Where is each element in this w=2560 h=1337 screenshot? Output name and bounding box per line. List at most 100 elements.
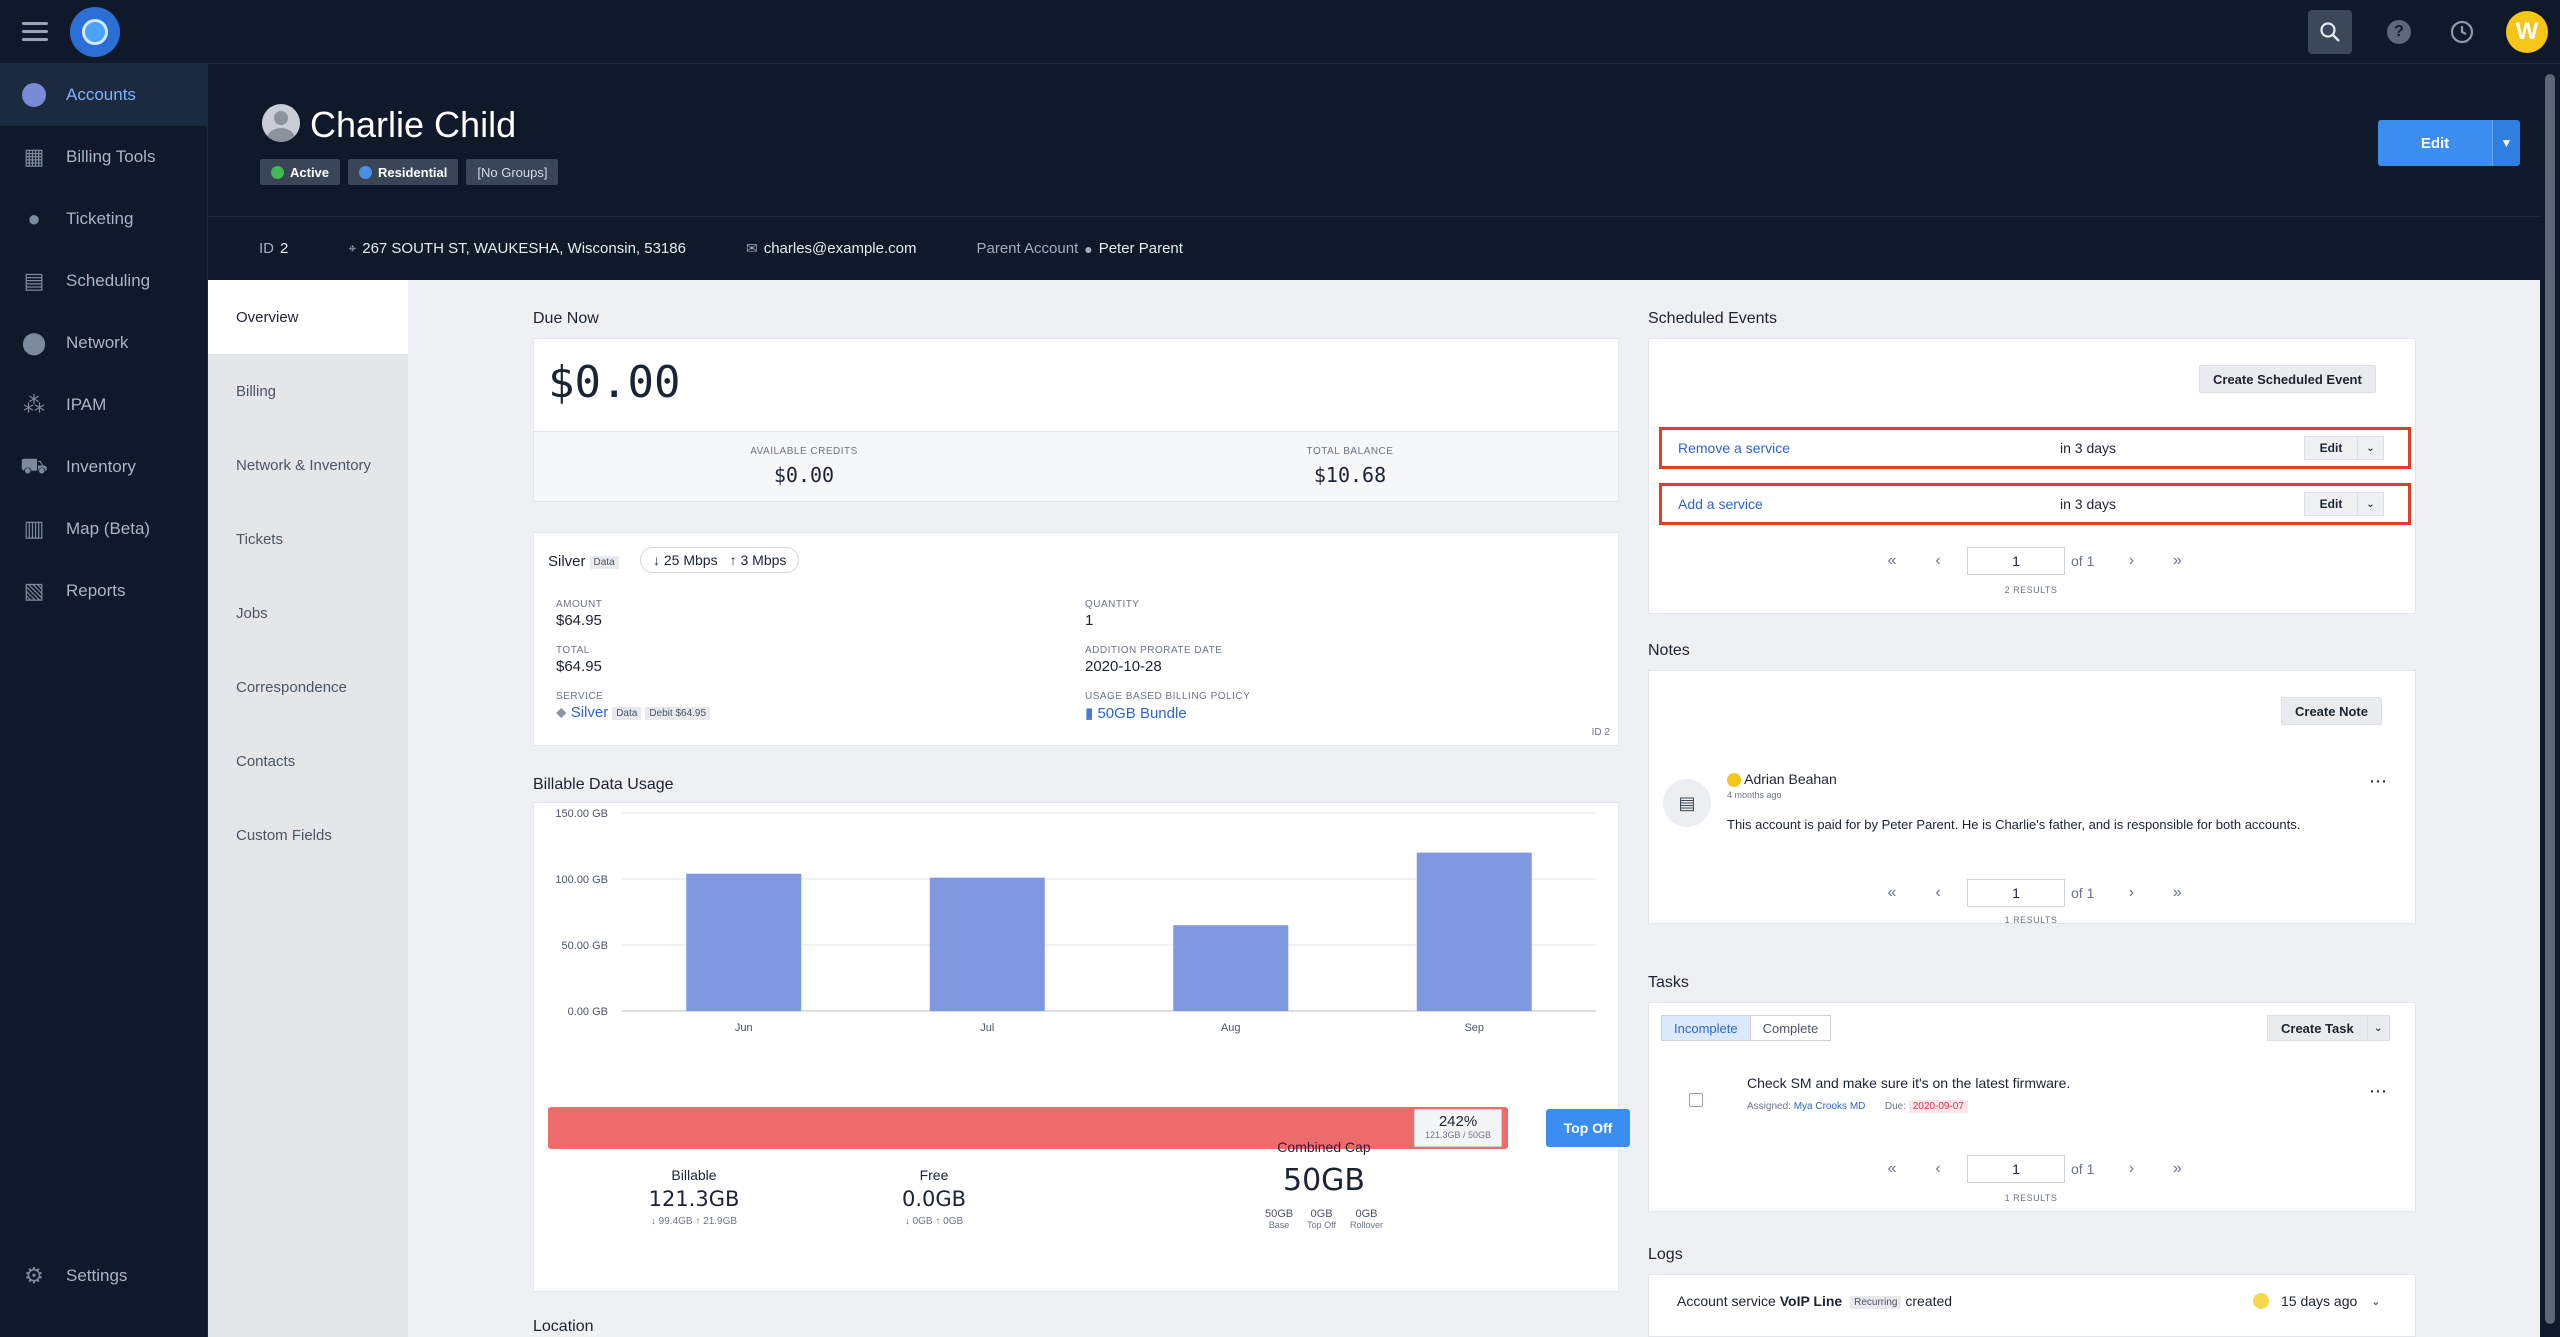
next-page-icon[interactable]: ›: [2128, 552, 2135, 569]
help-button[interactable]: ?: [2377, 10, 2421, 54]
note-more-icon[interactable]: ⋯: [2369, 771, 2388, 791]
chart-bar: [1416, 852, 1532, 1011]
create-scheduled-event-button[interactable]: Create Scheduled Event: [2199, 365, 2376, 393]
chevron-down-icon: ▼: [2500, 136, 2513, 150]
subnav-correspondence[interactable]: Correspondence: [236, 678, 347, 696]
account-badges: Active Residential [No Groups]: [260, 159, 559, 185]
groups-badge: [No Groups]: [466, 159, 559, 185]
account-address[interactable]: ⌖ 267 SOUTH ST, WAUKESHA, Wisconsin, 5318…: [348, 240, 686, 257]
page-input[interactable]: 1: [1967, 547, 2065, 575]
parent-account[interactable]: Parent Account ● Peter Parent: [976, 240, 1183, 257]
last-page-icon[interactable]: »: [2172, 1160, 2182, 1177]
speed-pill: ↓ 25 Mbps ↑ 3 Mbps: [640, 547, 800, 573]
sidebar-item-label: Settings: [66, 1266, 128, 1285]
help-icon: ?: [2387, 20, 2411, 44]
sidebar-item-ipam[interactable]: ⁂ IPAM: [0, 374, 207, 436]
create-note-button[interactable]: Create Note: [2281, 697, 2382, 725]
sidebar-item-accounts[interactable]: Accounts: [0, 64, 207, 126]
subnav-custom-fields[interactable]: Custom Fields: [236, 826, 332, 844]
user-avatar[interactable]: W: [2506, 11, 2548, 53]
sidebar-item-label: Reports: [66, 581, 126, 600]
chart-x-tick-label: Jul: [980, 1022, 994, 1034]
sidebar-item-label: IPAM: [66, 395, 107, 414]
first-page-icon[interactable]: «: [1887, 552, 1897, 569]
history-icon: [2450, 20, 2474, 44]
first-page-icon[interactable]: «: [1887, 884, 1897, 901]
chevron-down-icon[interactable]: ⌄: [2357, 437, 2383, 459]
first-page-icon[interactable]: «: [1887, 1160, 1897, 1177]
sidebar-item-billing-tools[interactable]: ▦ Billing Tools: [0, 126, 207, 188]
subnav-network-inventory[interactable]: Network & Inventory: [236, 456, 372, 474]
last-page-icon[interactable]: »: [2172, 884, 2182, 901]
chart-x-tick-label: Jun: [735, 1022, 753, 1034]
search-button[interactable]: [2308, 10, 2352, 54]
service-link[interactable]: Silver: [570, 704, 609, 721]
event-edit-button[interactable]: Edit: [2319, 441, 2343, 455]
event-edit-button[interactable]: Edit: [2319, 497, 2343, 511]
top-off-button[interactable]: Top Off: [1546, 1109, 1630, 1147]
create-task-button[interactable]: Create Task: [2281, 1020, 2354, 1036]
prev-page-icon[interactable]: ‹: [1935, 552, 1941, 569]
service-total: TOTAL $64.95: [556, 645, 602, 675]
tab-complete[interactable]: Complete: [1749, 1016, 1831, 1040]
accounts-icon: [21, 82, 47, 108]
subnav-contacts[interactable]: Contacts: [236, 752, 296, 770]
due-amount: $0.00: [548, 357, 681, 408]
prev-page-icon[interactable]: ‹: [1935, 1160, 1941, 1177]
sidebar-item-network[interactable]: ⬤ Network: [0, 312, 207, 374]
chevron-down-icon[interactable]: ⌄: [2371, 1295, 2381, 1308]
sidebar-item-settings[interactable]: ⚙ Settings: [0, 1245, 207, 1307]
event-name-link[interactable]: Remove a service: [1678, 440, 1791, 456]
tasks-pagination: « ‹ 1 of 1 › »: [1869, 1155, 2200, 1183]
account-email[interactable]: ✉ charles@example.com: [745, 240, 917, 257]
sidebar-item-label: Inventory: [66, 457, 136, 476]
location-pin-icon: ⌖: [348, 240, 357, 256]
log-entry[interactable]: Account service VoIP Line Recurring crea…: [1677, 1293, 1953, 1309]
page-input[interactable]: 1: [1967, 879, 2065, 907]
sidebar-item-reports[interactable]: ▧ Reports: [0, 560, 207, 622]
task-more-icon[interactable]: ⋯: [2369, 1081, 2388, 1101]
notes-title: Notes: [1648, 642, 1690, 659]
prev-page-icon[interactable]: ‹: [1935, 884, 1941, 901]
history-button[interactable]: [2440, 10, 2484, 54]
task-assignee-link[interactable]: Mya Crooks MD: [1793, 1101, 1866, 1112]
subnav-overview[interactable]: Overview: [208, 280, 408, 354]
subnav-jobs[interactable]: Jobs: [236, 604, 268, 622]
app-logo[interactable]: [70, 7, 120, 57]
service-prorate: ADDITION PRORATE DATE 2020-10-28: [1085, 645, 1223, 675]
edit-dropdown-button[interactable]: ▼: [2492, 120, 2520, 166]
hamburger-menu-icon[interactable]: [22, 22, 48, 42]
policy-link[interactable]: 50GB Bundle: [1097, 705, 1187, 722]
page-scrollbar[interactable]: [2540, 64, 2560, 1337]
next-page-icon[interactable]: ›: [2128, 1160, 2135, 1177]
subnav-billing[interactable]: Billing: [236, 382, 277, 400]
service-name[interactable]: Silver Data: [548, 553, 619, 570]
sidebar-item-map[interactable]: ▥ Map (Beta): [0, 498, 207, 560]
sidebar-item-scheduling[interactable]: ▤ Scheduling: [0, 250, 207, 312]
scheduled-events-card: Create Scheduled Event Remove a service …: [1648, 338, 2416, 614]
combined-cap-stat: Combined Cap 50GB 50GB Base 0GB Top Off 0G…: [1264, 1139, 1383, 1230]
chevron-down-icon[interactable]: ⌄: [2357, 493, 2383, 515]
events-results-count: 2 RESULTS: [2004, 585, 2058, 595]
sidebar-item-ticketing[interactable]: ● Ticketing: [0, 188, 207, 250]
map-icon: ▥: [23, 516, 45, 541]
next-page-icon[interactable]: ›: [2128, 884, 2135, 901]
parent-avatar-icon: ●: [1084, 240, 1093, 257]
notes-pagination: « ‹ 1 of 1 › »: [1869, 879, 2200, 907]
scheduled-events-title: Scheduled Events: [1648, 310, 1777, 327]
note-author: Adrian Beahan: [1727, 771, 1837, 788]
due-footer: AVAILABLE CREDITS $0.00 TOTAL BALANCE $1…: [534, 431, 1618, 501]
chat-bubble-icon: ●: [27, 206, 41, 231]
service-policy: USAGE BASED BILLING POLICY ▮ 50GB Bundle: [1085, 691, 1251, 722]
free-stat: Free 0.0GB ↓ 0GB ↑ 0GB: [901, 1167, 967, 1227]
task-checkbox[interactable]: [1689, 1093, 1703, 1107]
tasks-card: Incomplete Complete Create Task ⌄ Check …: [1648, 1002, 2416, 1212]
sidebar-item-inventory[interactable]: ⛟ Inventory: [0, 436, 207, 498]
event-name-link[interactable]: Add a service: [1678, 496, 1763, 512]
edit-account-button[interactable]: Edit: [2378, 120, 2492, 166]
tab-incomplete[interactable]: Incomplete: [1662, 1016, 1750, 1040]
last-page-icon[interactable]: »: [2172, 552, 2182, 569]
page-input[interactable]: 1: [1967, 1155, 2065, 1183]
chevron-down-icon[interactable]: ⌄: [2366, 1016, 2389, 1040]
subnav-tickets[interactable]: Tickets: [236, 530, 283, 548]
